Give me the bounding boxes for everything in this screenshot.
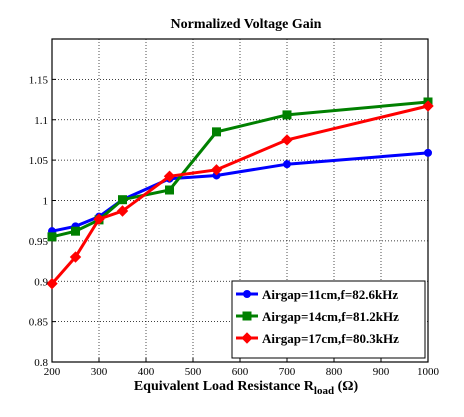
- x-tick-label: 1000: [417, 366, 440, 378]
- x-axis-label-main: Equivalent Load Resistance R: [134, 379, 315, 394]
- data-point: [116, 205, 129, 217]
- x-axis-label: Equivalent Load Resistance Rload (Ω): [134, 379, 359, 397]
- data-point: [93, 213, 105, 225]
- legend-entry: Airgap=17cm,f=80.3kHz: [236, 331, 399, 346]
- x-tick-label: 500: [185, 366, 202, 378]
- y-tick-label: 0.95: [29, 236, 49, 248]
- series-line: [51, 151, 429, 233]
- legend-entry: Airgap=14cm,f=81.2kHz: [236, 309, 399, 324]
- chart-title: Normalized Voltage Gain: [171, 17, 322, 32]
- x-tick-label: 400: [138, 366, 155, 378]
- series-3: [46, 100, 434, 290]
- legend-swatch-marker: [242, 311, 252, 321]
- data-point: [165, 185, 174, 195]
- y-tick-label: 1.1: [34, 115, 48, 127]
- y-tick-label: 1.05: [29, 155, 49, 167]
- data-point: [282, 110, 292, 120]
- x-tick-label: 900: [373, 366, 390, 378]
- legend-entry: Airgap=11cm,f=82.6kHz: [236, 287, 398, 302]
- y-tick-label: 0.85: [29, 317, 49, 329]
- x-tick-label: 600: [232, 366, 249, 378]
- tick-labels: 200 300 400 500 600 700 800 900 1000 0.8 0.85 0.9 0.…: [29, 74, 440, 378]
- data-point: [46, 277, 58, 290]
- legend: Airgap=11cm,f=82.6kHz Airgap=14cm,f=81.2k…: [231, 280, 426, 359]
- data-point: [118, 195, 127, 205]
- legend-label: Airgap=11cm,f=82.6kHz: [262, 287, 398, 302]
- data-point: [210, 164, 223, 176]
- x-axis-label-unit: (Ω): [334, 379, 358, 394]
- x-tick-label: 200: [44, 366, 61, 378]
- legend-label: Airgap=17cm,f=80.3kHz: [262, 331, 399, 346]
- data-point: [71, 226, 80, 236]
- x-tick-label: 300: [91, 366, 108, 378]
- x-tick-label: 700: [279, 366, 296, 378]
- data-point: [422, 100, 434, 112]
- y-tick-label: 1: [43, 196, 49, 208]
- y-tick-label: 0.8: [34, 357, 48, 369]
- x-axis-label-sub: load: [314, 385, 334, 397]
- plot-frame: [51, 38, 429, 363]
- data-point: [424, 148, 432, 157]
- data-point: [47, 232, 57, 242]
- x-tick-label: 800: [326, 366, 343, 378]
- series-layer: [46, 97, 434, 290]
- data-point: [283, 160, 291, 169]
- data-point: [163, 170, 176, 182]
- legend-swatch-marker: [243, 290, 251, 298]
- y-tick-label: 1.15: [29, 74, 49, 86]
- data-point: [281, 134, 293, 146]
- legend-box: [231, 280, 426, 359]
- legend-label: Airgap=14cm,f=81.2kHz: [262, 309, 399, 324]
- legend-swatch-marker: [241, 332, 253, 344]
- grid: [51, 38, 429, 363]
- series-line: [50, 104, 429, 285]
- data-point: [212, 127, 221, 137]
- data-point: [69, 251, 82, 263]
- y-tick-label: 0.9: [34, 276, 48, 288]
